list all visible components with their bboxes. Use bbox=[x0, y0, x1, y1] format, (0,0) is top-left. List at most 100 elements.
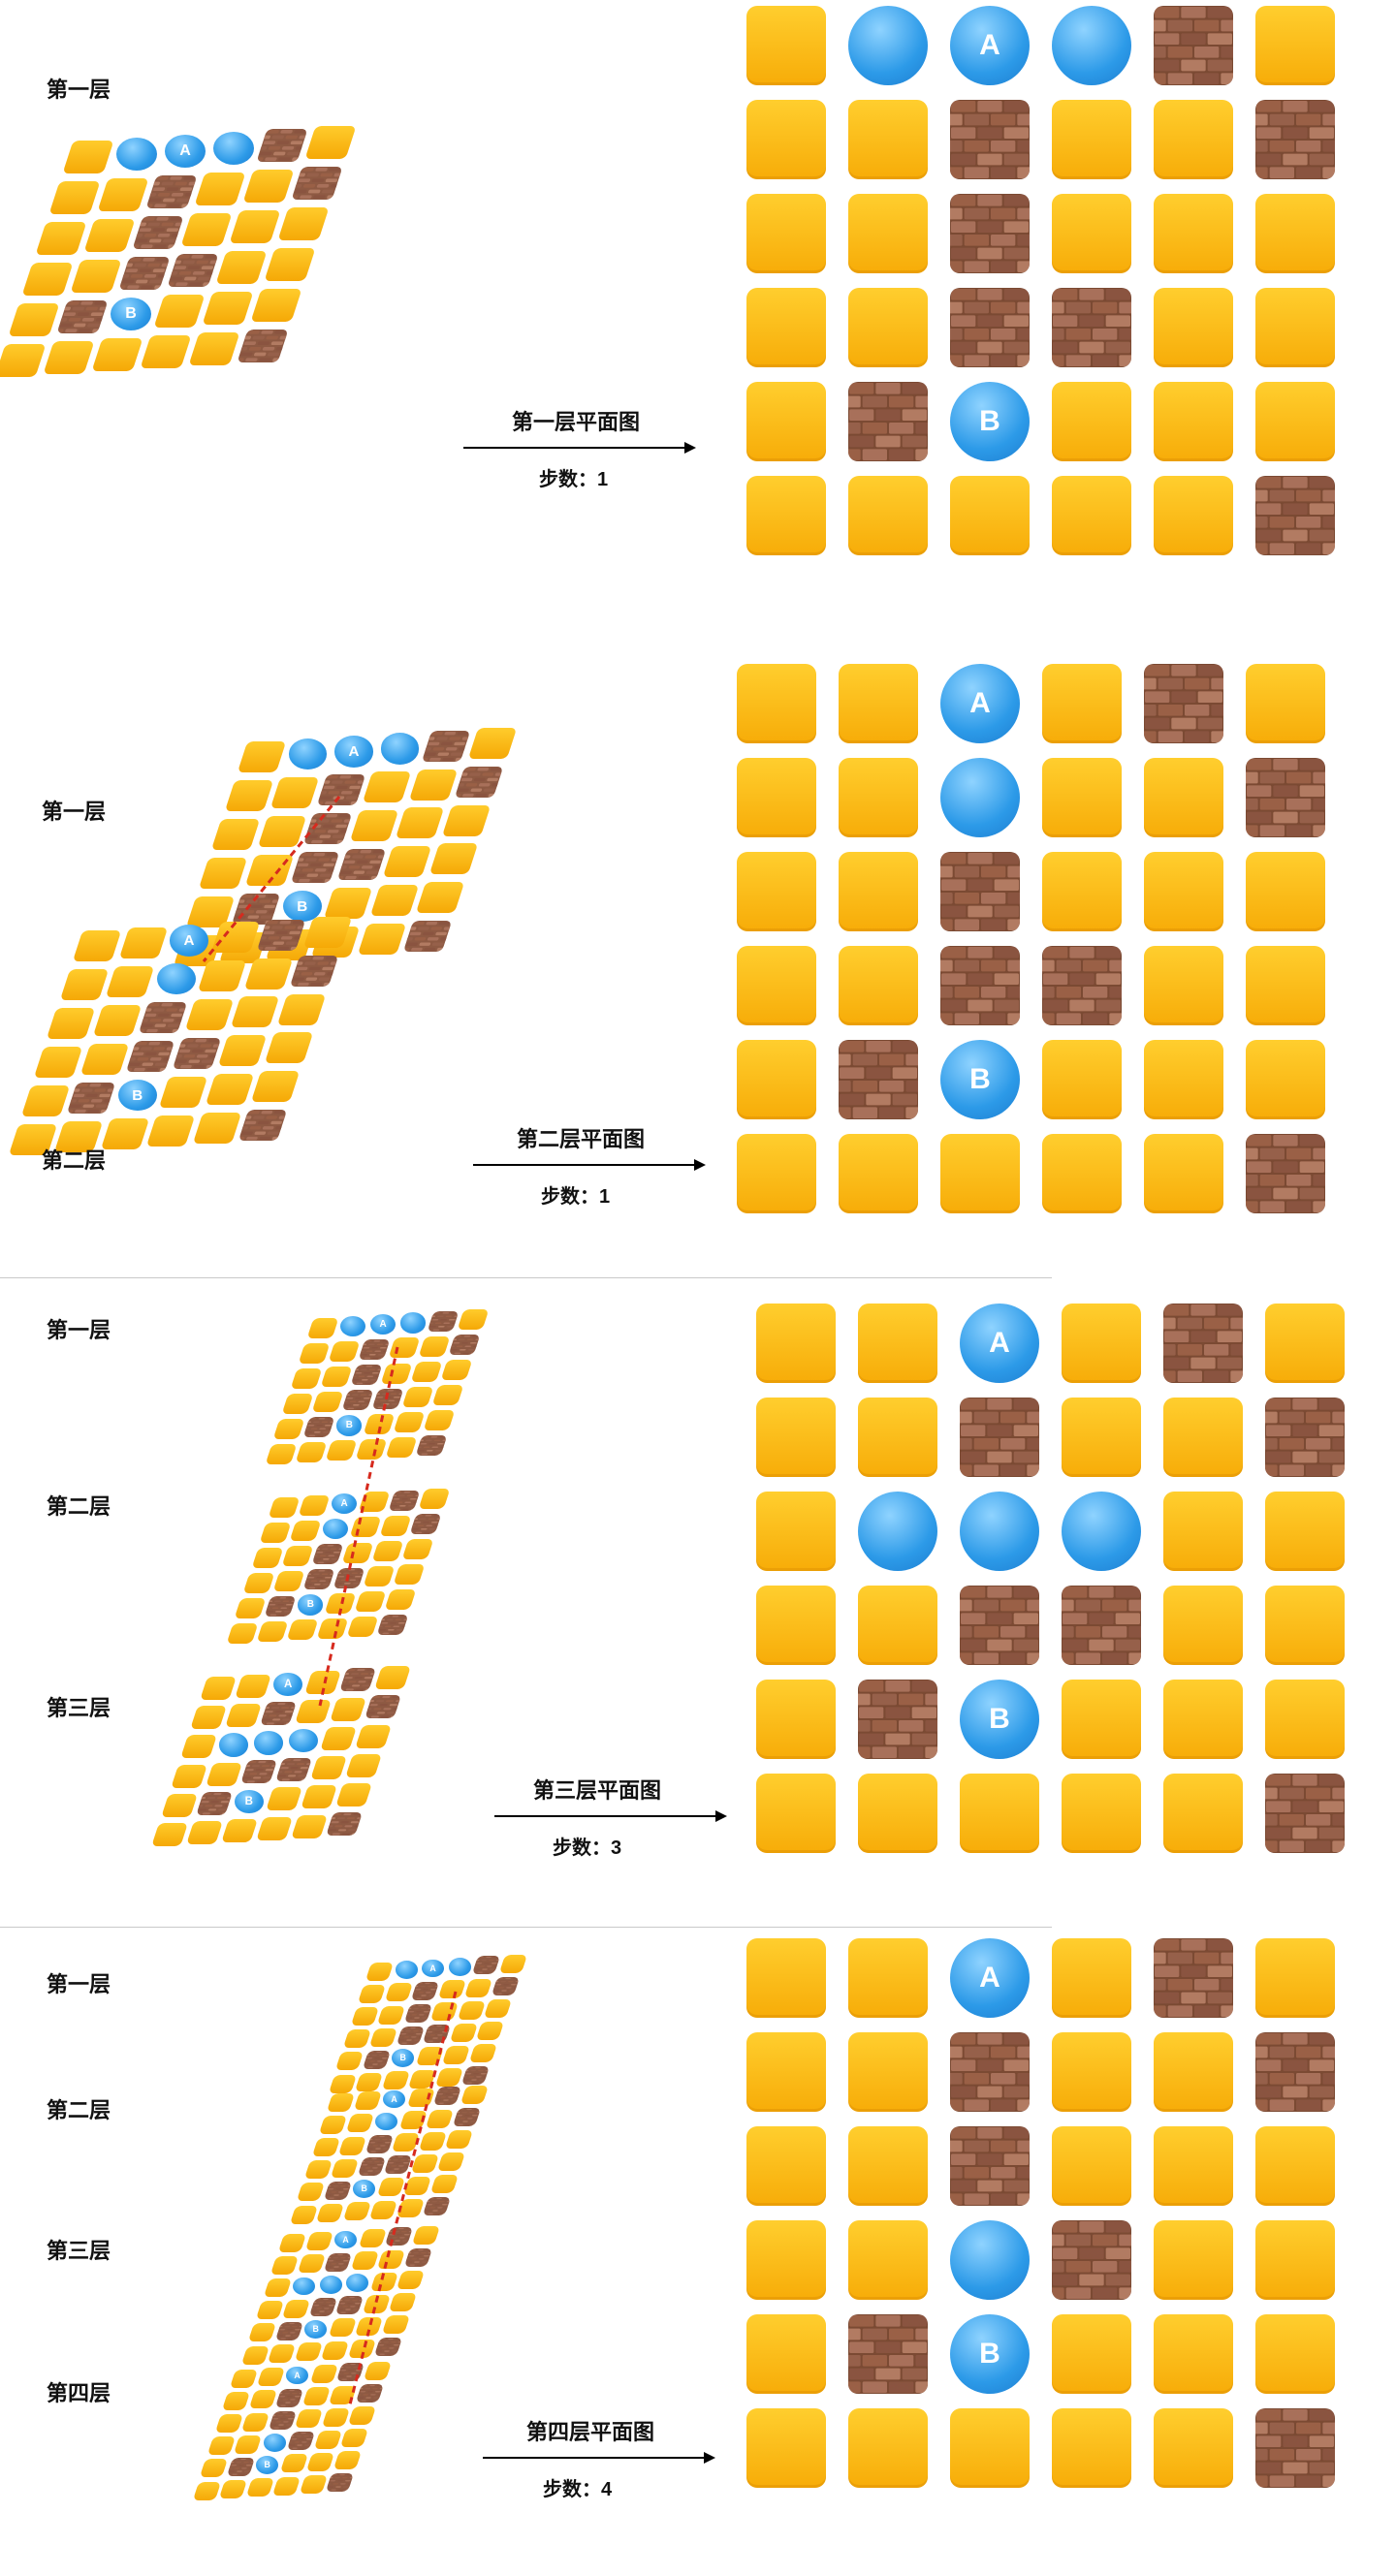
arrow-block: 第四层平面图 步数：4 bbox=[483, 2415, 715, 2502]
brick-wall-block bbox=[1255, 2408, 1335, 2488]
layer-label: 第三层 bbox=[47, 1696, 111, 1720]
steps-count: 步数：1 bbox=[541, 1186, 611, 1208]
floor-tile bbox=[756, 1586, 836, 1665]
floor-tile bbox=[848, 100, 928, 179]
layer-label: 第二层 bbox=[47, 1494, 111, 1519]
floor-tile bbox=[1255, 1938, 1335, 2018]
arrow-block: 第一层平面图 步数：1 bbox=[463, 405, 696, 492]
floor-tile bbox=[737, 1134, 816, 1213]
ball-letter: A bbox=[989, 1327, 1010, 1359]
floor-tile bbox=[1062, 1398, 1141, 1477]
ball-piece-b: B bbox=[353, 2180, 376, 2198]
layer-label: 第二层 bbox=[42, 1148, 107, 1173]
layer-label: 第二层 bbox=[47, 2098, 111, 2122]
floor-tile bbox=[1154, 288, 1233, 367]
floor-tile bbox=[1154, 476, 1233, 555]
ball-piece bbox=[940, 758, 1020, 837]
ball-piece bbox=[448, 1958, 471, 1976]
ball-piece-b: B bbox=[960, 1680, 1039, 1759]
brick-wall-block bbox=[1154, 1938, 1233, 2018]
floor-tile bbox=[737, 1040, 816, 1119]
ball-piece-b: B bbox=[111, 298, 151, 330]
brick-wall-block bbox=[848, 2314, 928, 2394]
brick-wall-block bbox=[56, 300, 109, 333]
floor-tile bbox=[1246, 852, 1325, 931]
brick-wall-block bbox=[950, 100, 1030, 179]
ball-piece-b: B bbox=[392, 2049, 415, 2067]
right-arrow-icon bbox=[483, 2452, 715, 2464]
floor-tile bbox=[756, 1304, 836, 1383]
brick-wall-block bbox=[940, 946, 1020, 1025]
floor-tile bbox=[848, 2032, 928, 2112]
floor-tile bbox=[1246, 1040, 1325, 1119]
brick-wall-block bbox=[950, 288, 1030, 367]
ball-piece-b: B bbox=[950, 2314, 1030, 2394]
brick-wall-block bbox=[364, 1695, 402, 1719]
brick-wall-block bbox=[1052, 2220, 1131, 2300]
floor-tile bbox=[8, 303, 60, 336]
ball-piece bbox=[293, 2277, 316, 2296]
floor-tile bbox=[756, 1398, 836, 1477]
floor-tile bbox=[746, 1938, 826, 2018]
floor-tile bbox=[1144, 852, 1223, 931]
ball-piece-b: B bbox=[117, 1079, 157, 1112]
floor-tile bbox=[1052, 382, 1131, 461]
divider bbox=[0, 1927, 1052, 1928]
floor-tile bbox=[1246, 946, 1325, 1025]
floor-tile bbox=[1052, 2314, 1131, 2394]
floor-tile bbox=[1144, 1040, 1223, 1119]
ball-piece bbox=[1052, 6, 1131, 85]
layer-label: 第一层 bbox=[47, 78, 111, 102]
brick-wall-block bbox=[237, 330, 289, 362]
floor-tile bbox=[1042, 1134, 1122, 1213]
right-arrow-icon bbox=[494, 1810, 727, 1822]
ball-piece-b: B bbox=[256, 2456, 279, 2474]
ball-piece bbox=[213, 132, 254, 165]
floor-tile bbox=[1154, 2126, 1233, 2206]
floor-tile bbox=[194, 173, 246, 205]
floor-tile bbox=[1255, 2314, 1335, 2394]
floor-tile bbox=[1163, 1774, 1243, 1853]
layer-label: 第一层 bbox=[47, 1972, 111, 1996]
layer-label: 第三层 bbox=[47, 2239, 111, 2263]
ball-piece bbox=[395, 1961, 418, 1980]
floor-tile bbox=[1144, 1134, 1223, 1213]
floor-tile bbox=[839, 664, 918, 743]
brick-wall-block bbox=[1265, 1398, 1345, 1477]
brick-wall-block bbox=[839, 1040, 918, 1119]
arrow-title: 第二层平面图 bbox=[517, 1127, 646, 1151]
floor-tile bbox=[1052, 2408, 1131, 2488]
brick-wall-block bbox=[1163, 1304, 1243, 1383]
floor-tile bbox=[756, 1774, 836, 1853]
floor-tile bbox=[304, 126, 357, 159]
floor-tile bbox=[746, 288, 826, 367]
arrow-block: 第三层平面图 步数：3 bbox=[494, 1774, 727, 1861]
floor-tile bbox=[1042, 758, 1122, 837]
floor-tile bbox=[1154, 382, 1233, 461]
ball-piece bbox=[848, 6, 928, 85]
brick-wall-block bbox=[950, 2126, 1030, 2206]
ball-letter: B bbox=[989, 1703, 1010, 1735]
floor-tile bbox=[848, 288, 928, 367]
ball-piece-a: A bbox=[950, 1938, 1030, 2018]
floor-tile bbox=[858, 1304, 937, 1383]
brick-wall-block bbox=[950, 194, 1030, 273]
ball-piece-a: A bbox=[332, 1493, 358, 1515]
floor-tile bbox=[746, 6, 826, 85]
floor-tile bbox=[848, 2408, 928, 2488]
floor-tile bbox=[1154, 194, 1233, 273]
ball-letter: B bbox=[969, 1063, 991, 1095]
floor-tile bbox=[746, 194, 826, 273]
ball-piece-a: A bbox=[334, 736, 373, 768]
floor-tile bbox=[1163, 1492, 1243, 1571]
arrow-title: 第三层平面图 bbox=[533, 1778, 662, 1803]
floor-tile bbox=[858, 1774, 937, 1853]
floor-tile bbox=[83, 219, 136, 252]
floor-tile bbox=[839, 758, 918, 837]
ball-letter: A bbox=[979, 1962, 1000, 1994]
floor-tile bbox=[62, 141, 114, 173]
